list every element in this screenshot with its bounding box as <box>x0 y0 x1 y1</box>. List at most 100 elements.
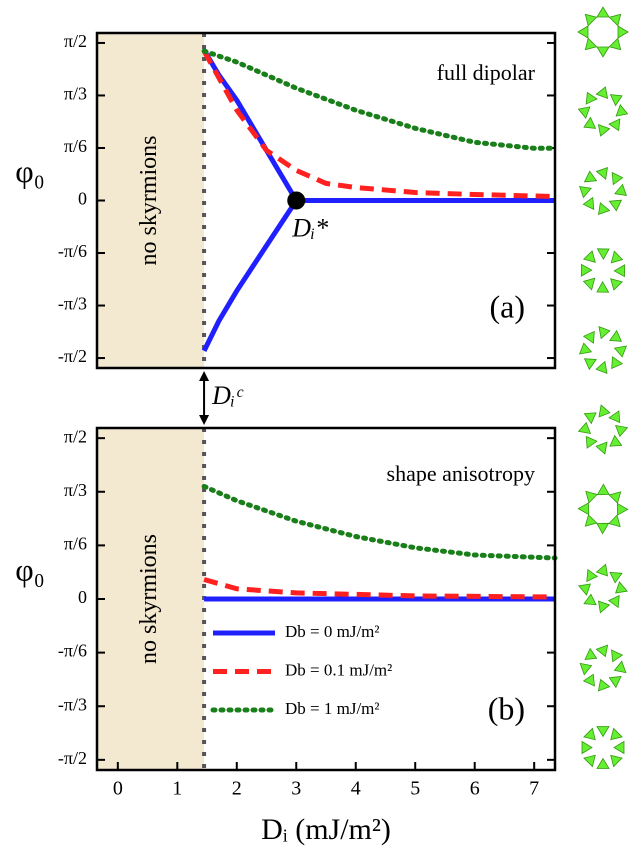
legend-label: Db = 1 mJ/m² <box>285 699 380 718</box>
region-label: no skyrmions <box>136 534 162 664</box>
spin-arrow <box>583 727 596 741</box>
spin-arrow <box>611 649 624 663</box>
spin-arrow <box>610 250 624 264</box>
plot-frame <box>95 426 557 772</box>
y-tick-label: -π/6 <box>58 641 87 661</box>
spin-arrow <box>609 94 623 107</box>
y-tick-label: π/3 <box>64 480 87 500</box>
x-tick-label: 7 <box>529 778 539 800</box>
y-tick-label: -π/2 <box>58 346 87 366</box>
x-tick-label: 1 <box>172 778 182 800</box>
boundary-label: Dᵢᶜ <box>211 381 244 410</box>
spin-arrow <box>596 280 610 293</box>
spin-arrow <box>596 522 610 535</box>
spin-arrow <box>582 196 595 211</box>
y-tick-label: -π/3 <box>58 694 87 714</box>
y-tick-label: π/6 <box>64 136 87 156</box>
series-line <box>201 483 558 561</box>
spin-arrow <box>613 264 626 278</box>
spin-arrow <box>610 727 623 741</box>
spin-arrow <box>617 25 629 39</box>
spin-arrow <box>583 358 597 371</box>
series-line <box>201 48 558 151</box>
spin-arrow <box>597 124 611 137</box>
y-tick-label: 0 <box>78 587 87 607</box>
point-label: Dᵢ* <box>291 213 328 242</box>
y-tick-label: π/2 <box>64 31 87 51</box>
y-tick-label: -π/3 <box>58 294 87 314</box>
annotation: full dipolar <box>437 60 536 85</box>
spin-arrow <box>582 277 596 291</box>
spin-arrow <box>609 571 623 584</box>
spin-arrow <box>595 644 609 658</box>
x-tick-label: 2 <box>232 778 242 800</box>
spin-arrow <box>584 13 598 27</box>
panel-label: (a) <box>489 288 525 324</box>
spin-arrow <box>608 676 622 689</box>
spin-arrow <box>595 86 609 99</box>
spin-arrow <box>613 660 627 674</box>
x-tick-label: 3 <box>291 778 301 800</box>
spin-arrow <box>595 167 608 180</box>
spin-arrow <box>585 435 598 449</box>
critical-point <box>287 191 306 210</box>
spin-arrow <box>577 25 589 39</box>
spin-arrow <box>596 483 610 496</box>
spin-arrow <box>608 514 621 528</box>
spin-arrow <box>596 757 610 769</box>
y-axis-label: φ₀ <box>15 153 45 189</box>
spin-arrow <box>585 91 598 105</box>
spin-arrow <box>584 514 598 527</box>
spin-arrow <box>582 673 595 687</box>
spin-arrow <box>586 568 599 583</box>
skyrmion-icon <box>579 644 627 692</box>
legend-label: Db = 0.1 mJ/m² <box>285 660 392 679</box>
spin-arrow <box>608 199 623 212</box>
skyrmion-icon <box>577 6 629 58</box>
spin-arrow <box>609 434 623 447</box>
spin-arrow <box>580 263 593 277</box>
spin-arrow <box>613 740 625 755</box>
spin-arrow <box>582 250 596 263</box>
panel-label: (b) <box>488 690 525 726</box>
spin-arrow <box>608 118 621 132</box>
skyrmion-icon <box>578 325 628 375</box>
y-tick-label: -π/6 <box>58 241 87 261</box>
spin-arrow <box>611 171 624 186</box>
annotation: shape anisotropy <box>387 461 535 486</box>
spin-arrow <box>579 186 592 199</box>
series-line <box>203 577 556 600</box>
spin-arrow <box>579 662 593 676</box>
spin-arrow <box>598 325 611 340</box>
spin-arrow <box>598 202 611 215</box>
spin-arrow <box>582 330 595 344</box>
spin-arrow <box>610 754 623 768</box>
x-axis-label: Dᵢ (mJ/m²) <box>261 813 391 846</box>
spin-arrow <box>583 412 597 425</box>
no-skyrmion-region <box>97 428 205 770</box>
spin-arrow <box>585 490 598 504</box>
spin-arrow <box>608 491 622 504</box>
spin-arrow <box>577 421 592 435</box>
spin-arrow <box>583 754 596 768</box>
spin-arrow <box>583 116 597 129</box>
spin-arrow <box>608 13 622 27</box>
no-skyrmion-region <box>97 33 205 368</box>
spin-arrow <box>609 329 623 342</box>
spin-arrow <box>595 360 608 375</box>
spin-arrow <box>611 356 624 370</box>
x-tick-label: 4 <box>351 778 361 800</box>
spin-arrow <box>595 563 608 577</box>
spin-arrow <box>598 404 611 418</box>
spin-arrow <box>608 410 621 424</box>
y-tick-label: π/3 <box>64 84 87 104</box>
spin-arrow <box>613 345 628 358</box>
legend-label: Db = 0 mJ/m² <box>285 622 380 641</box>
spin-arrow <box>616 502 629 516</box>
skyrmion-icon <box>578 563 628 614</box>
spin-arrow <box>615 104 629 117</box>
spin-arrow <box>610 278 624 291</box>
skyrmion-icon <box>577 404 629 455</box>
region-label: no skyrmions <box>136 135 162 265</box>
